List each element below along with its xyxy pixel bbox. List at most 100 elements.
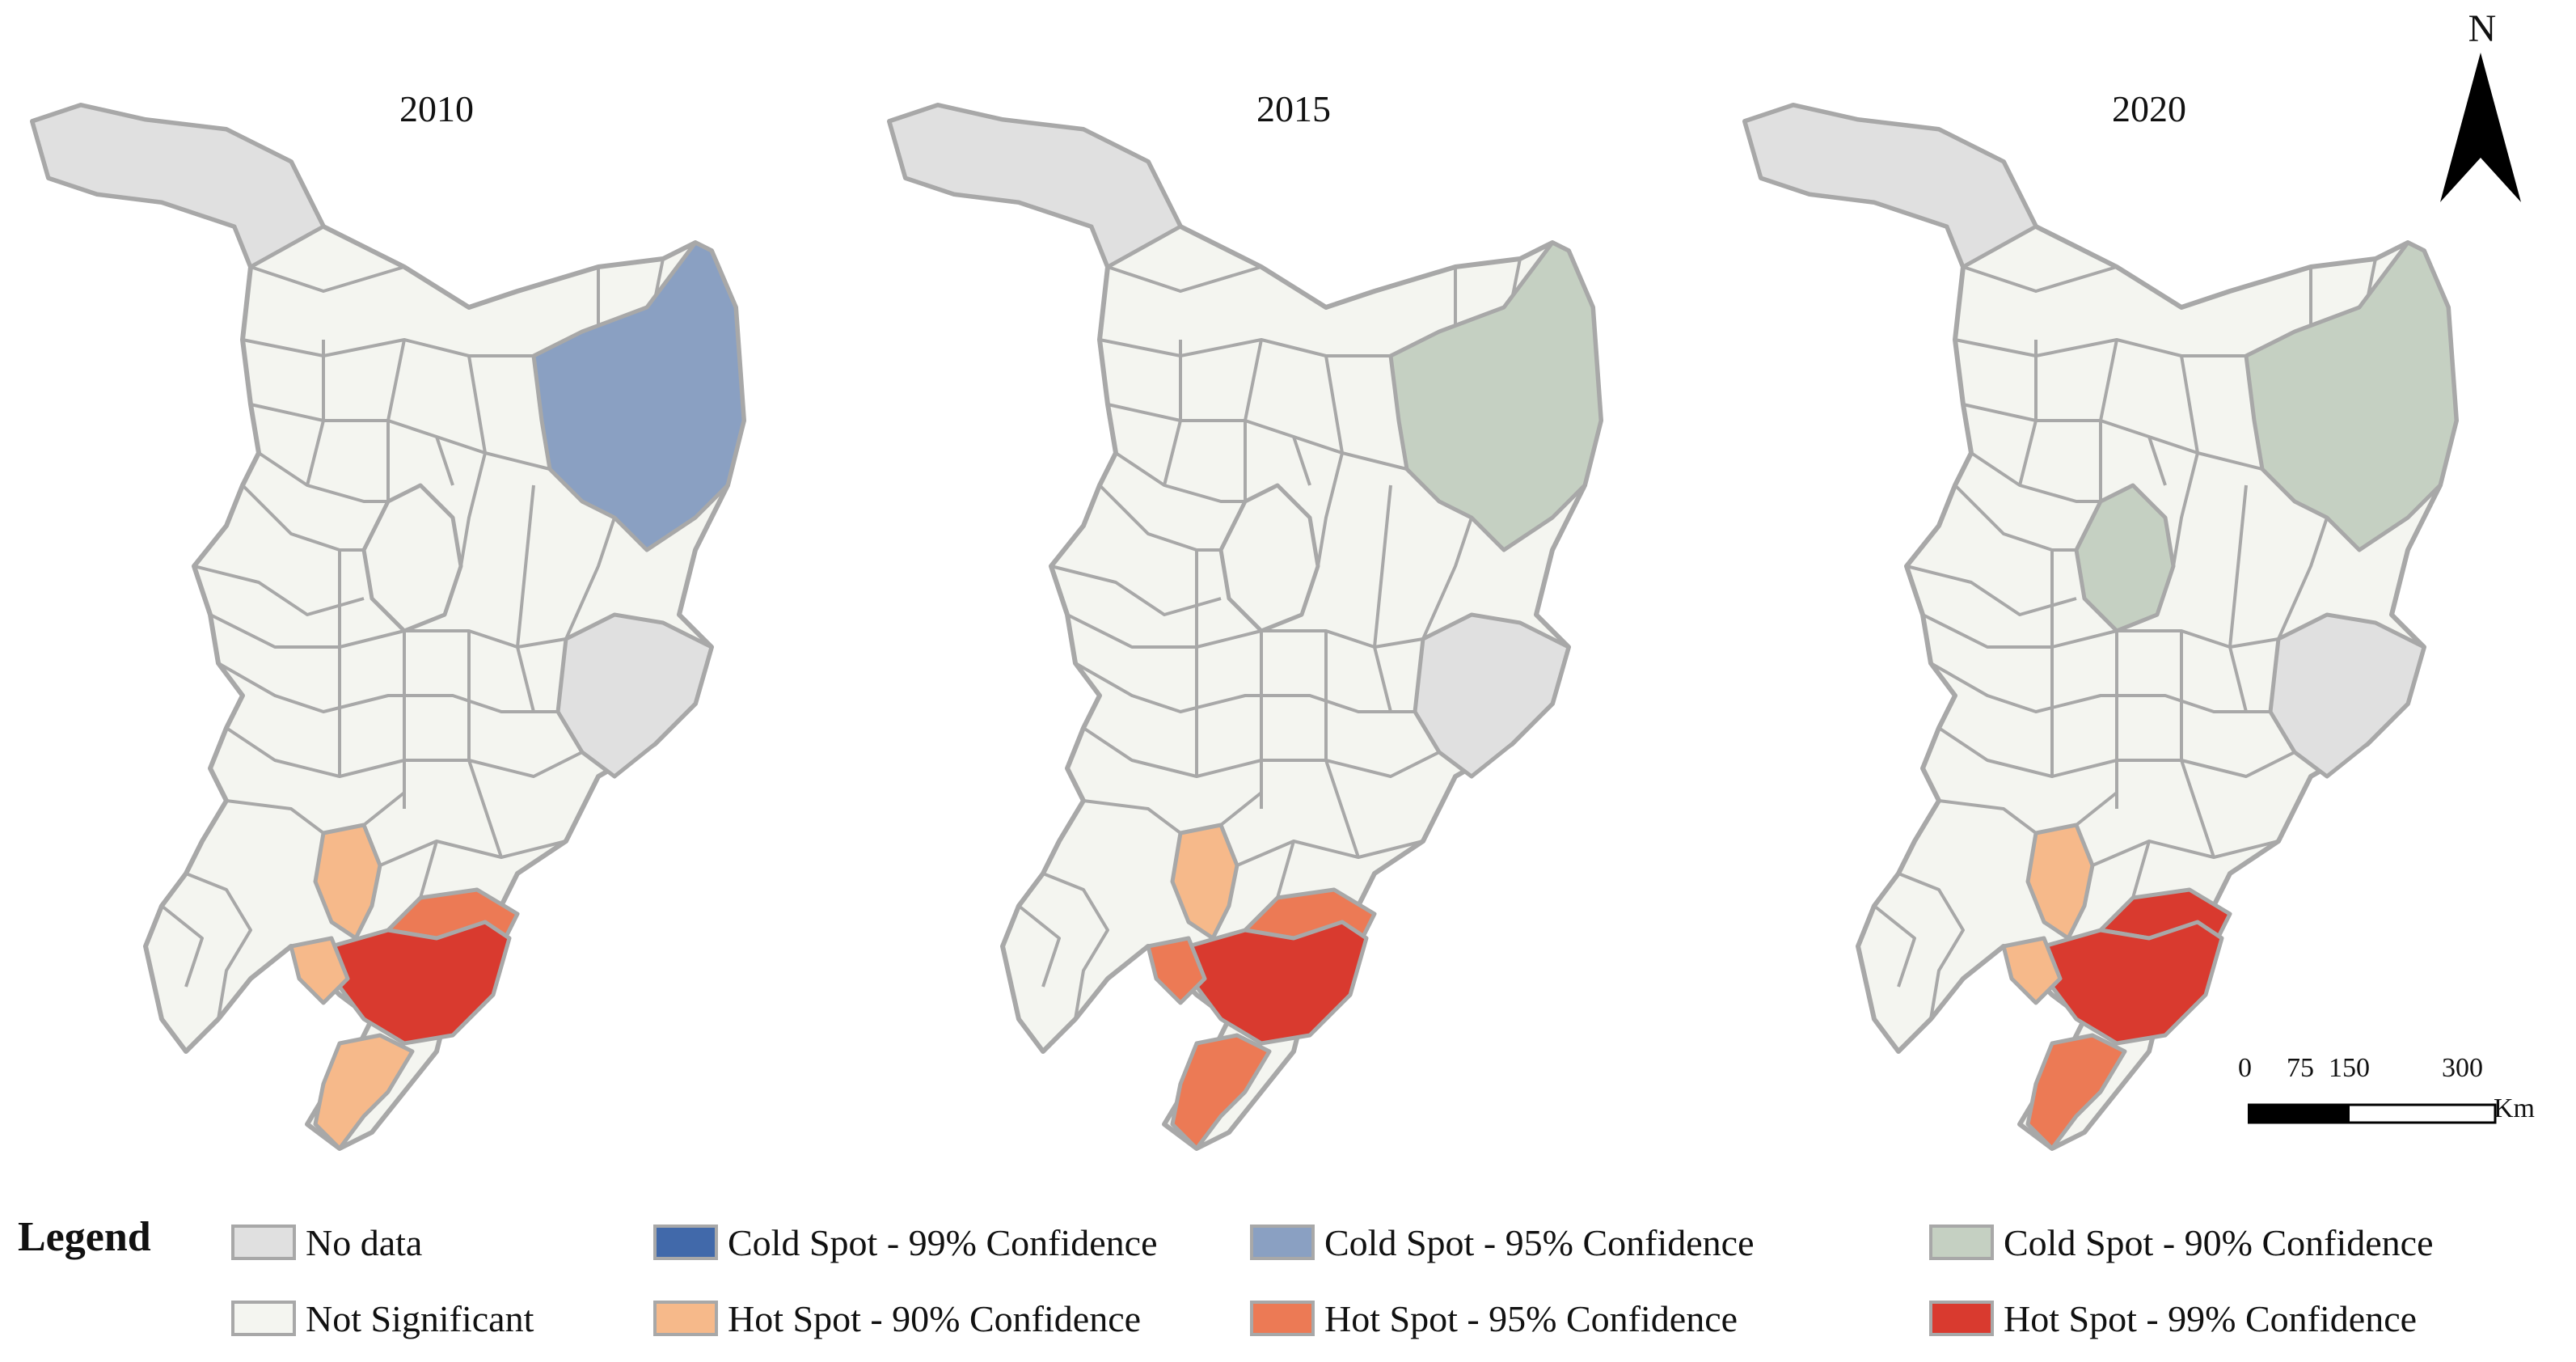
region-west [289,936,350,1005]
region-east [1413,612,1571,779]
map-title-1: 2010 [399,88,474,129]
internal-border [1970,451,2101,503]
legend-item-cold-95: Cold Spot - 95% Confidence [1250,1218,1755,1267]
internal-border [1316,355,1344,567]
scale-tick-75: 75 [2287,1053,2314,1083]
internal-border [516,484,535,713]
region-core [1186,920,1369,1046]
region-north [30,103,326,269]
internal-border [1083,799,1182,835]
internal-border [419,840,438,899]
internal-border [362,791,406,827]
legend-item-not-significant: Not Significant [231,1294,534,1343]
internal-border [2075,791,2118,827]
internal-border [2228,484,2248,713]
legend-item-hot-99: Hot Spot - 99% Confidence [1929,1294,2417,1343]
region-sw [1170,823,1239,941]
internal-border [459,355,487,567]
internal-border [1373,484,1392,713]
legend-label: Hot Spot - 90% Confidence [728,1297,1142,1339]
region-core [2042,920,2224,1046]
internal-border [1953,484,2076,552]
map-title-3: 2020 [2112,88,2186,129]
scale-tick-0: 0 [2238,1053,2252,1083]
internal-border [1236,840,1424,867]
map-3 [1742,103,2459,1151]
region-west [2001,936,2063,1005]
legend-swatch [653,1301,718,1336]
internal-border [250,265,405,293]
internal-border [2018,340,2038,486]
internal-border [1107,265,1262,293]
map-panels: 2010 2015 2020 [30,88,2459,1151]
legend-label: Hot Spot - 95% Confidence [1324,1297,1738,1339]
internal-border [386,339,406,501]
legend-swatch [231,1301,296,1336]
legend-label: Hot Spot - 99% Confidence [2004,1297,2418,1339]
region-core [329,920,512,1046]
region-east [555,612,714,779]
internal-border [1114,451,1245,503]
internal-border [2180,631,2215,858]
internal-border [226,799,325,835]
internal-border [1292,436,1311,486]
legend-item-cold-99: Cold Spot - 99% Confidence [653,1218,1158,1267]
legend-item-cold-90: Cold Spot - 90% Confidence [1929,1218,2434,1267]
region-sw [2025,823,2095,941]
region-lake [1218,483,1320,633]
internal-border [1107,403,1408,471]
internal-border [250,403,551,471]
scale-bar [2248,1103,2497,1124]
internal-border [1938,799,2038,835]
legend-swatch [1250,1301,1315,1336]
internal-border [1962,265,2118,293]
region-north [1742,103,2038,269]
internal-border [1962,403,2263,471]
internal-border [1219,791,1263,827]
internal-border [467,631,503,858]
region-north [887,103,1183,269]
legend-title: Legend [18,1214,151,1260]
internal-border [1421,517,1473,640]
internal-border [1042,872,1109,1020]
legend-label: Cold Spot - 95% Confidence [1324,1221,1755,1263]
internal-border [2092,840,2279,867]
internal-border [217,662,558,713]
internal-border [193,565,365,616]
region-lake [2074,483,2176,633]
internal-border [1017,904,1061,988]
internal-border [2147,436,2167,486]
internal-border [1898,872,1965,1020]
internal-border [2099,339,2118,501]
legend-item-hot-95: Hot Spot - 95% Confidence [1250,1294,1738,1343]
internal-border [2277,517,2329,640]
internal-border [185,872,252,1020]
legend-label: Not Significant [306,1297,534,1339]
legend-label: Cold Spot - 99% Confidence [728,1221,1158,1263]
legend-label: Cold Spot - 90% Confidence [2004,1221,2434,1263]
scale-tick-300: 300 [2442,1053,2483,1083]
legend-swatch [231,1225,296,1260]
legend-swatch [1929,1301,1994,1336]
internal-border [1930,662,2270,713]
map-title-2: 2015 [1256,88,1331,129]
internal-border [435,436,454,486]
scale-unit: Km [2494,1093,2535,1123]
internal-border [2172,355,2199,567]
region-peninsula [2025,1033,2127,1151]
internal-border [1244,339,1263,501]
region-northeast [531,240,746,552]
internal-border [564,517,616,640]
region-lake [361,483,463,633]
north-label: N [2468,7,2497,50]
internal-border [306,340,325,486]
region-sw [313,823,382,941]
internal-border [1050,565,1222,616]
legend-swatch [1929,1225,1994,1260]
internal-border [241,484,364,552]
region-northeast [2244,240,2459,552]
scale-tick-150: 150 [2329,1053,2370,1083]
internal-border [1906,565,2077,616]
legend-item-hot-90: Hot Spot - 90% Confidence [653,1294,1141,1343]
internal-border [1163,340,1182,486]
